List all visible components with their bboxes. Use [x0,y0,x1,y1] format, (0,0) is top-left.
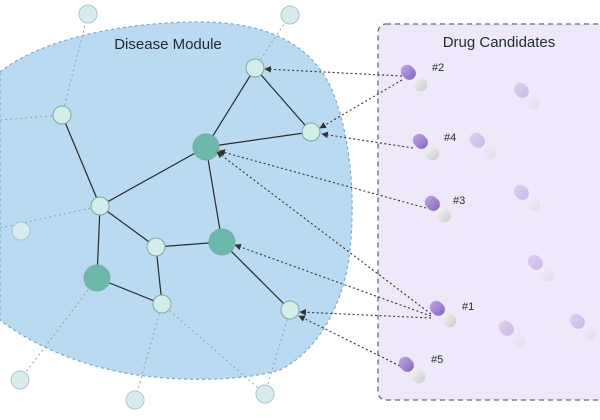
drug-candidate-1[interactable]: #1 [427,298,474,330]
node [146,237,166,257]
drug-candidates-title: Drug Candidates [443,34,556,51]
pill-icon [424,195,452,223]
outer-node [78,4,98,24]
drug-candidates-panel [377,23,600,401]
rank-label: #2 [432,62,444,74]
rank-label: #3 [453,195,465,207]
pill-icon [398,356,426,384]
faded-capsules [469,82,597,348]
pill-icon [498,320,526,348]
outer-node [280,5,300,25]
node [90,196,110,216]
target-arrows [216,66,432,367]
node [152,294,172,314]
pill-icon [569,313,597,341]
drug-candidate-5[interactable]: #5 [396,354,443,386]
pill-icon [412,133,440,161]
rank-label: #1 [462,301,474,313]
pill-icon [400,64,428,92]
drug-candidate-3[interactable]: #3 [422,193,465,225]
outer-node [10,370,30,390]
disease-module-region [0,21,353,380]
outer-node [11,221,31,241]
pill-icon [429,300,457,328]
outer-node [125,390,145,410]
pill-icon [513,82,541,110]
rank-label: #5 [431,354,443,366]
external-nodes [10,4,300,410]
hub-node [83,264,111,292]
hub-node [192,133,220,161]
outer-node [255,384,275,404]
node [245,58,265,78]
pill-icon [469,132,497,160]
node [301,122,321,142]
drug-candidate-2[interactable]: #2 [398,62,444,94]
drug-candidate-4[interactable]: #4 [410,131,456,163]
node [52,105,72,125]
disease-module-title: Disease Module [114,36,222,53]
hub-node [208,228,236,256]
node [280,300,300,320]
module-nodes [52,58,321,320]
rank-label: #4 [444,132,456,144]
